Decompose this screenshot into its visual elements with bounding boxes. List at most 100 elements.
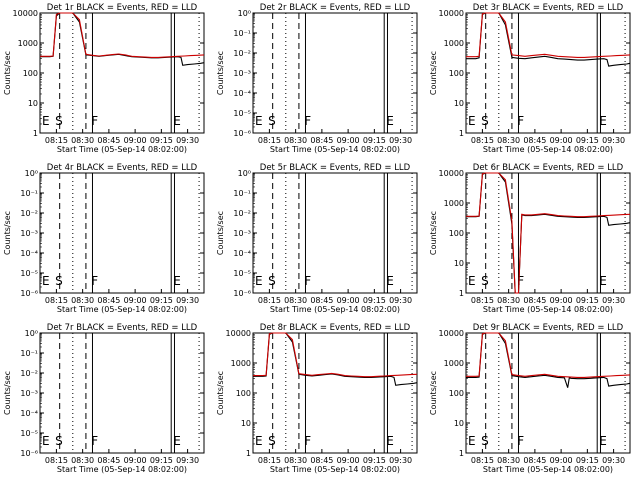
x-tick-label: 09:00 [337,456,360,465]
x-tick-label: 09:00 [337,296,360,305]
series-events-line [40,12,205,66]
y-tick-label: 10 [454,99,464,108]
annotation-label: S [481,274,489,288]
y-tick-label: 10⁻⁶ [20,289,38,298]
y-tick-label: 1000 [18,39,38,48]
annotation-label: E [255,274,263,288]
x-tick-label: 08:45 [97,456,120,465]
y-tick-label: 10000 [439,169,464,178]
series-lld-line [466,12,631,58]
x-tick-label: 09:30 [176,456,199,465]
y-tick-label: 1 [459,289,464,298]
y-tick-label: 10⁻⁵ [233,269,251,278]
y-tick-label: 10000 [439,9,464,18]
panel-det-5: Det 5r BLACK = Events, RED = LLD 10⁻⁶ 10⁻⁵… [216,163,418,314]
annotation-label: S [481,114,489,128]
series-lld-line [253,332,418,378]
annotation-label: S [55,114,63,128]
x-tick-label: 09:15 [150,296,173,305]
y-axis-label: Counts/sec [429,51,438,95]
x-tick-label: 08:30 [284,296,307,305]
y-tick-label: 10⁰ [238,169,251,178]
y-tick-label: 10⁻⁴ [233,249,251,258]
x-tick-label: 08:15 [45,296,68,305]
annotation-label: F [91,434,98,448]
y-tick-label: 10 [241,419,251,428]
x-tick-label: 08:15 [258,296,281,305]
annotation-label: F [91,274,98,288]
series-lld-line [466,332,631,378]
x-tick-label: 08:15 [258,136,281,145]
x-axis-label: Start Time (05-Sep-14 08:02:00) [270,305,400,314]
y-tick-label: 10⁻⁴ [233,89,251,98]
y-tick-label: 1000 [231,359,251,368]
panel-det-3: Det 3r BLACK = Events, RED = LLD10000100… [429,3,631,154]
y-tick-label: 100 [23,69,38,78]
x-tick-label: 09:30 [602,296,625,305]
x-axis-label: Start Time (05-Sep-14 08:02:00) [483,465,613,474]
annotation-label: S [55,434,63,448]
annotation-label: S [55,274,63,288]
y-tick-label: 10⁻¹ [233,189,251,198]
x-tick-label: 08:15 [258,456,281,465]
y-tick-label: 10⁻¹ [20,349,38,358]
x-tick-label: 08:30 [497,296,520,305]
y-tick-label: 10⁻⁶ [233,129,251,138]
x-tick-label: 09:15 [576,136,599,145]
y-tick-label: 1000 [444,199,464,208]
x-tick-label: 08:15 [471,296,494,305]
y-axis-label: Counts/sec [429,211,438,255]
series-events-line [466,332,631,388]
y-axis-label: Counts/sec [3,51,12,95]
annotation-label: E [255,434,263,448]
y-tick-label: 10⁻² [20,369,38,378]
annotation-label: E [599,434,607,448]
x-axis-label: Start Time (05-Sep-14 08:02:00) [270,465,400,474]
annotation-label: E [173,434,181,448]
series-events-line [466,12,631,67]
x-tick-label: 08:30 [71,136,94,145]
x-tick-label: 09:15 [150,136,173,145]
y-tick-label: 10⁰ [25,169,38,178]
x-tick-label: 09:00 [550,296,573,305]
x-tick-label: 09:15 [363,456,386,465]
y-axis-label: Counts/sec [3,371,12,415]
annotation-label: S [268,434,276,448]
x-tick-label: 09:15 [363,136,386,145]
y-tick-label: 10⁻² [233,209,251,218]
x-tick-label: 09:00 [337,136,360,145]
y-tick-label: 10⁻² [20,209,38,218]
panel-title: Det 1r BLACK = Events, RED = LLD [47,3,198,13]
series-events-line [253,332,418,386]
annotation-label: E [173,114,181,128]
x-tick-label: 09:15 [150,456,173,465]
x-tick-label: 08:15 [45,136,68,145]
annotation-label: E [386,274,394,288]
y-tick-label: 10000 [13,9,38,18]
y-tick-label: 100 [449,229,464,238]
panel-det-8: Det 8r BLACK = Events, RED = LLD10000100… [216,323,418,474]
x-tick-label: 08:45 [523,456,546,465]
y-tick-label: 10⁻¹ [233,29,251,38]
x-tick-label: 09:00 [550,456,573,465]
annotation-label: F [91,114,98,128]
panel-det-4: Det 4r BLACK = Events, RED = LLD 10⁻⁶ 10⁻⁵… [3,163,205,314]
x-tick-label: 09:30 [176,296,199,305]
series-lld-line [466,172,631,294]
panel-title: Det 6r BLACK = Events, RED = LLD [473,163,624,173]
y-tick-label: 10000 [226,329,251,338]
y-tick-label: 10⁰ [238,9,251,18]
y-tick-label: 10⁻¹ [20,189,38,198]
panel-title: Det 7r BLACK = Events, RED = LLD [47,323,198,333]
x-tick-label: 08:45 [310,136,333,145]
x-tick-label: 08:45 [523,136,546,145]
annotation-label: E [386,114,394,128]
annotation-label: E [468,274,476,288]
x-tick-label: 09:00 [124,296,147,305]
y-tick-label: 1000 [444,359,464,368]
y-axis-label: Counts/sec [216,211,225,255]
x-tick-label: 08:15 [471,456,494,465]
y-axis-label: Counts/sec [216,51,225,95]
x-tick-label: 09:00 [124,136,147,145]
